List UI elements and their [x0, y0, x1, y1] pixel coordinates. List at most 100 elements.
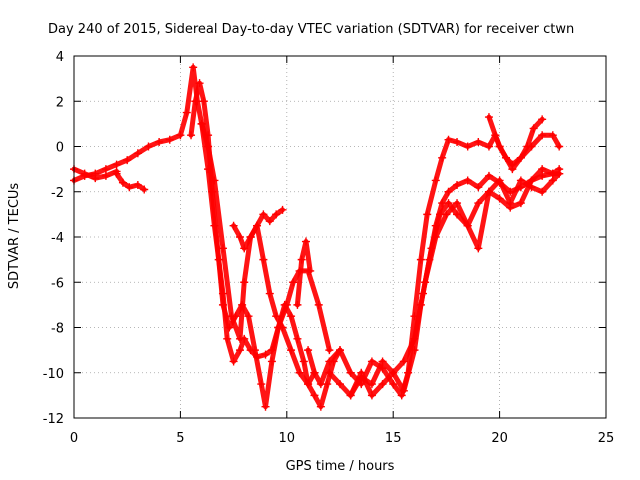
track-12-line — [294, 239, 313, 308]
track-11-point — [495, 142, 504, 151]
track-1-point — [289, 278, 298, 287]
track-12-point — [293, 300, 302, 309]
track-1-point — [261, 350, 270, 359]
track-7-point — [310, 368, 319, 377]
track-9-point — [527, 176, 536, 185]
track-5-point — [133, 180, 142, 189]
track-4-point — [278, 205, 287, 214]
track-2-point — [299, 357, 308, 366]
track-6-point — [91, 174, 100, 183]
y-tick-label: -2 — [51, 186, 64, 201]
track-4-point — [259, 210, 268, 219]
track-1-point — [182, 108, 191, 117]
track-10-point — [421, 278, 430, 287]
track-1-point — [165, 135, 174, 144]
track-3-point — [295, 368, 304, 377]
track-10-point — [538, 187, 547, 196]
track-11-point — [516, 153, 525, 162]
track-3-point — [240, 278, 249, 287]
track-4-point — [265, 217, 274, 226]
track-9-point — [474, 199, 483, 208]
track-3-point — [304, 380, 313, 389]
track-8-point — [484, 171, 493, 180]
chart-title: Day 240 of 2015, Sidereal Day-to-day VTE… — [48, 22, 574, 37]
track-8-point — [538, 171, 547, 180]
track-3-point — [259, 255, 268, 264]
track-11-point — [508, 165, 517, 174]
track-2-point — [244, 312, 253, 321]
track-10-point — [548, 176, 557, 185]
track-8-point — [325, 368, 334, 377]
track-2-point — [214, 255, 223, 264]
track-3-point — [227, 312, 236, 321]
track-10-point — [484, 187, 493, 196]
track-7-point — [431, 176, 440, 185]
track-3-point — [204, 142, 213, 151]
track-12-point — [301, 237, 310, 246]
track-11-point — [529, 124, 538, 133]
track-3-point — [287, 346, 296, 355]
track-4-point — [229, 221, 238, 230]
track-9-point — [399, 357, 408, 366]
track-11-point — [501, 153, 510, 162]
y-tick-label: -8 — [51, 322, 64, 337]
track-10-point — [431, 233, 440, 241]
track-7-point — [463, 142, 472, 151]
track-7-point — [484, 142, 493, 151]
track-5-point — [118, 178, 127, 187]
y-axis-label: SDTVAR / TECUs — [7, 183, 22, 290]
track-10-point — [506, 199, 515, 208]
track-7-point — [416, 255, 425, 264]
track-2-point — [293, 334, 302, 343]
track-8-point — [336, 380, 344, 389]
y-tick-label: 2 — [56, 95, 64, 110]
track-4-point — [253, 221, 262, 230]
track-10-line — [422, 171, 562, 285]
track-2-point — [195, 79, 204, 88]
track-10-point — [474, 244, 483, 253]
y-tick-label: -10 — [43, 367, 64, 382]
track-3-point — [210, 176, 219, 185]
x-tick-label: 10 — [279, 431, 296, 446]
track-9-point — [367, 391, 376, 400]
track-12-point — [306, 266, 315, 275]
track-7-point — [397, 391, 406, 400]
track-9-point — [444, 199, 453, 208]
x-axis-label: GPS time / hours — [286, 459, 395, 474]
track-7-point — [367, 357, 376, 366]
track-6-point — [80, 169, 89, 178]
x-tick-label: 5 — [176, 431, 184, 446]
track-5-point — [125, 183, 134, 192]
track-7-point — [438, 153, 447, 162]
track-7-point — [453, 137, 462, 146]
track-9-point — [346, 391, 355, 400]
track-10-point — [527, 183, 536, 192]
track-1-point — [155, 137, 164, 146]
track-2-point — [218, 300, 227, 309]
track-5-point — [140, 185, 149, 194]
track-11-point — [491, 131, 500, 140]
track-3-point — [278, 323, 287, 332]
track-4-point — [235, 233, 244, 241]
track-4-point — [240, 244, 249, 253]
track-10-point — [555, 169, 564, 178]
series-layer — [70, 63, 564, 411]
track-3-point — [197, 119, 206, 128]
track-1-point — [176, 131, 185, 140]
x-tick-label: 20 — [491, 431, 508, 446]
track-9-point — [495, 194, 504, 203]
track-8-point — [453, 180, 462, 189]
track-8-point — [399, 386, 408, 395]
track-2-point — [280, 300, 289, 309]
track-2-point — [267, 357, 276, 366]
track-1-point — [235, 346, 244, 355]
track-8-point — [378, 357, 387, 366]
track-7-point — [316, 380, 325, 389]
track-8-point — [444, 187, 453, 196]
track-1-point — [229, 357, 238, 366]
track-3-point — [265, 289, 274, 298]
track-6-point — [112, 167, 121, 176]
track-2-point — [261, 402, 270, 411]
